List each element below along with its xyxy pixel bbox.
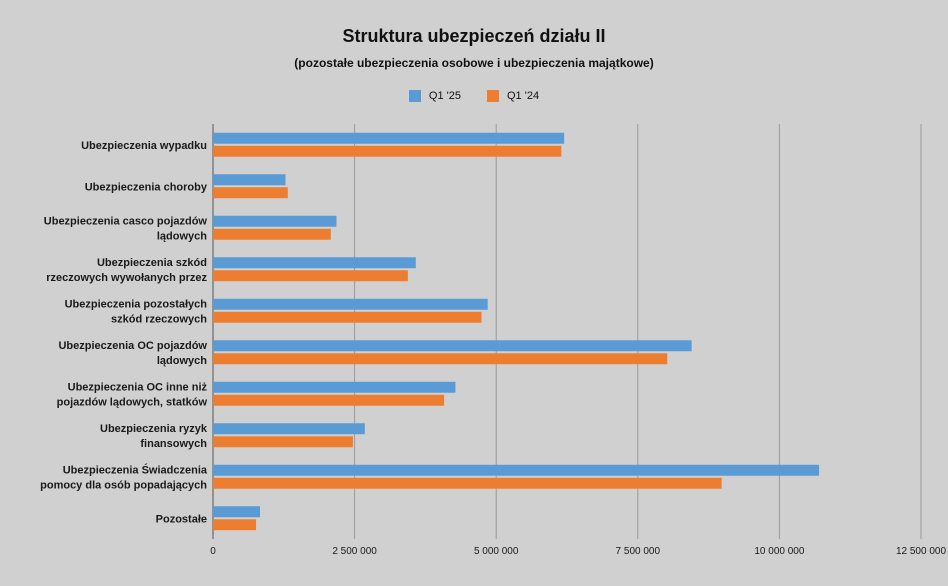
bar-q1-25 [213,174,286,186]
bar-q1-24 [213,228,331,240]
legend-swatch-q1-25 [408,90,421,102]
legend-item-q1-25: Q1 '25 [408,90,461,102]
legend: Q1 '25 Q1 '24 [0,90,948,102]
bar-q1-25 [213,423,365,435]
bar-q1-25 [213,464,820,476]
category-label: Ubezpieczenia ryzyk finansowych [100,423,208,450]
category-label: Ubezpieczenia OC pojazdów lądowych [58,340,207,367]
legend-label-q1-25: Q1 '25 [428,90,461,102]
x-tick-label: 2 500 000 [332,546,377,557]
bar-q1-25 [213,257,416,269]
x-tick-label: 7 500 000 [616,546,661,557]
category-label: Ubezpieczenia szkód rzeczowych wywołanych… [46,257,207,284]
x-tick-label: 5 000 000 [474,546,519,557]
chart-subtitle: (pozostałe ubezpieczenia osobowe i ubezp… [294,56,654,70]
bar-q1-25 [213,340,692,352]
category-label: Ubezpieczenia OC inne niż pojazdów lądowy… [57,381,208,408]
bar-q1-24 [213,477,722,489]
category-label: Ubezpieczenia Świadczenia pomocy dla osób… [40,463,208,491]
chart-title: Struktura ubezpieczeń działu II [342,26,606,46]
bar-q1-24 [213,311,482,323]
bar-q1-25 [213,381,456,393]
category-label: Pozostałe [156,513,207,525]
legend-label-q1-24: Q1 '24 [507,90,540,102]
category-label: Ubezpieczenia wypadku [81,140,207,152]
bar-q1-24 [213,187,288,199]
bar-q1-24 [213,519,257,531]
category-label: Ubezpieczenia pozostałych szkód rzeczowyc… [65,298,208,325]
category-label: Ubezpieczenia casco pojazdów lądowych [44,215,208,242]
x-tick-label: 0 [210,546,216,557]
legend-item-q1-24: Q1 '24 [487,90,539,102]
bar-q1-24 [213,394,445,406]
x-tick-label: 12 500 000 [896,546,946,557]
bar-q1-25 [213,506,261,518]
x-tick-label: 10 000 000 [754,546,804,557]
bar-q1-25 [213,215,337,227]
bar-q1-24 [213,270,408,282]
category-label: Ubezpieczenia choroby [85,181,208,193]
bar-q1-24 [213,436,353,448]
bar-q1-25 [213,132,565,144]
legend-swatch-q1-24 [487,90,499,102]
bar-q1-24 [213,145,562,157]
bar-q1-25 [213,298,488,310]
bar-q1-24 [213,353,668,365]
